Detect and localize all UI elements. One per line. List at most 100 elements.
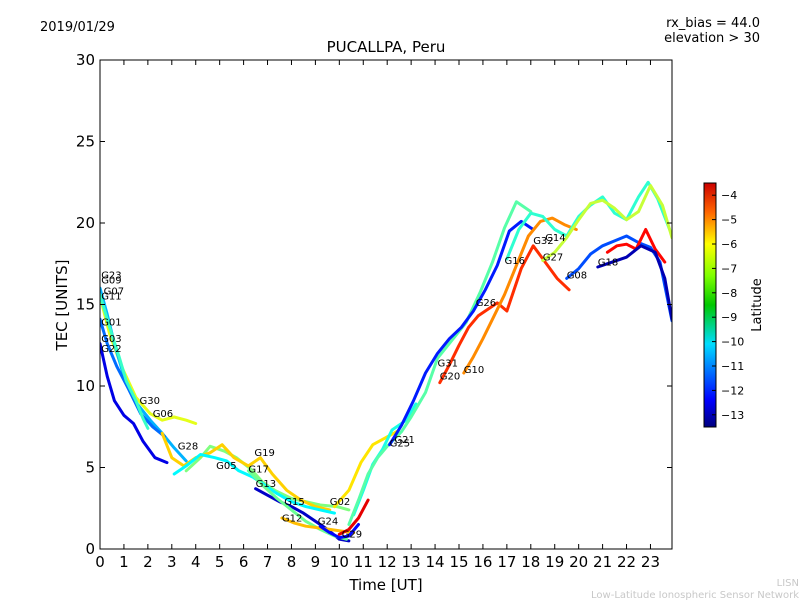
colorbar-label: Latitude <box>750 278 765 332</box>
satellite-label: G14 <box>545 233 565 244</box>
colorbar-tick-label: −8 <box>721 287 737 300</box>
colorbar-tick-label: −11 <box>721 360 744 373</box>
x-tick-label: 8 <box>287 553 297 571</box>
satellite-label: G01 <box>101 318 121 329</box>
tec-series-line <box>280 516 356 535</box>
colorbar-tick-label: −5 <box>721 214 737 227</box>
tec-series-line <box>100 293 150 430</box>
satellite-label: G17 <box>248 464 268 475</box>
tec-series-line <box>318 523 360 540</box>
satellite-label: G19 <box>254 448 274 459</box>
satellite-label: G10 <box>464 365 484 376</box>
satellite-label: G28 <box>178 442 198 453</box>
satellite-label: G09 <box>101 275 121 286</box>
footer-lisn: LISN <box>777 578 799 589</box>
x-tick-label: 9 <box>311 553 321 571</box>
tec-series-line <box>462 216 578 375</box>
x-tick-label: 4 <box>191 553 201 571</box>
y-axis-ticks: 0 5 10 15 20 25 30 <box>76 51 672 558</box>
satellite-label: G03 <box>101 334 121 345</box>
y-tick-label: 25 <box>76 133 95 151</box>
satellite-label: G29 <box>342 530 362 541</box>
x-tick-label: 14 <box>426 553 445 571</box>
y-tick-label: 10 <box>76 377 95 395</box>
satellite-label: G12 <box>282 513 302 524</box>
satellite-label: G07 <box>104 287 124 298</box>
x-tick-label: 1 <box>119 553 129 571</box>
colorbar-tick-label: −9 <box>721 311 737 324</box>
tec-series-group <box>100 180 672 543</box>
x-tick-label: 13 <box>402 553 421 571</box>
y-tick-label: 0 <box>85 540 95 558</box>
tec-series-line <box>100 342 169 465</box>
satellite-label: G22 <box>101 344 121 355</box>
x-tick-label: 17 <box>497 553 516 571</box>
satellite-label: G18 <box>598 257 618 268</box>
satellite-label: G21 <box>394 435 414 446</box>
rx-bias-label: rx_bias = 44.0 <box>666 16 760 31</box>
x-tick-label: 18 <box>521 553 540 571</box>
tec-series-line <box>541 184 672 262</box>
x-tick-label: 16 <box>473 553 492 571</box>
tec-series-line <box>337 498 370 536</box>
y-tick-label: 20 <box>76 214 95 232</box>
satellite-label: G20 <box>440 372 460 383</box>
y-tick-label: 30 <box>76 51 95 69</box>
satellite-label: G13 <box>256 479 276 490</box>
tec-series-line <box>596 244 672 321</box>
x-tick-label: 5 <box>215 553 225 571</box>
x-tick-label: 15 <box>449 553 468 571</box>
tec-series-line <box>388 219 535 447</box>
colorbar-tick-label: −4 <box>721 189 737 202</box>
x-tick-label: 12 <box>378 553 397 571</box>
satellite-label: G30 <box>140 396 160 407</box>
x-axis-ticks: 0 1 2 3 4 5 6 7 8 9 10 11 12 13 14 15 16 17 18 19 20 21 22 23 <box>95 60 660 571</box>
x-axis-label: Time [UT] <box>348 576 422 594</box>
satellite-label: G05 <box>216 461 236 472</box>
satellite-label: G11 <box>101 292 121 303</box>
satellite-label: G32 <box>533 236 553 247</box>
colorbar-tick-label: −13 <box>721 409 744 422</box>
plot-area <box>100 60 672 549</box>
tec-series-line <box>333 430 399 509</box>
satellite-label: G15 <box>284 497 304 508</box>
satellite-label: G08 <box>567 270 587 281</box>
satellite-label: G24 <box>318 517 338 528</box>
colorbar-ticks: −4 −5 −6 −7 −8 −9 −10 −11 −12 −13 <box>712 189 744 422</box>
y-tick-label: 15 <box>76 296 95 314</box>
x-tick-label: 0 <box>95 553 105 571</box>
x-tick-label: 11 <box>354 553 373 571</box>
y-axis-label: TEC [UNITS] <box>53 260 71 352</box>
tec-series-line <box>438 244 571 385</box>
x-tick-label: 7 <box>263 553 273 571</box>
date-label: 2019/01/29 <box>40 20 115 35</box>
satellite-label: G16 <box>505 256 525 267</box>
x-tick-label: 6 <box>239 553 249 571</box>
x-tick-label: 21 <box>593 553 612 571</box>
x-tick-label: 22 <box>617 553 636 571</box>
x-tick-label: 2 <box>143 553 153 571</box>
x-tick-label: 3 <box>167 553 177 571</box>
chart-title: PUCALLPA, Peru <box>327 38 446 56</box>
x-tick-label: 20 <box>569 553 588 571</box>
colorbar-tick-label: −12 <box>721 384 744 397</box>
y-tick-label: 5 <box>85 459 95 477</box>
satellite-label: G27 <box>543 253 563 264</box>
satellite-label: G25 <box>390 438 410 449</box>
x-tick-label: 19 <box>545 553 564 571</box>
elevation-label: elevation > 30 <box>664 31 760 46</box>
colorbar-tick-label: −6 <box>721 238 737 251</box>
colorbar-tick-label: −7 <box>721 262 737 275</box>
satellite-label: G02 <box>330 497 350 508</box>
satellite-label: G26 <box>476 298 496 309</box>
footer-network: Low-Latitude Ionospheric Sensor Network <box>591 590 799 600</box>
tec-series-line <box>347 200 533 526</box>
satellite-label: G31 <box>438 358 458 369</box>
x-tick-label: 23 <box>641 553 660 571</box>
satellite-label: G06 <box>153 409 173 420</box>
x-tick-label: 10 <box>330 553 349 571</box>
colorbar-tick-label: −10 <box>721 336 744 349</box>
satellite-label: G23 <box>101 270 121 281</box>
